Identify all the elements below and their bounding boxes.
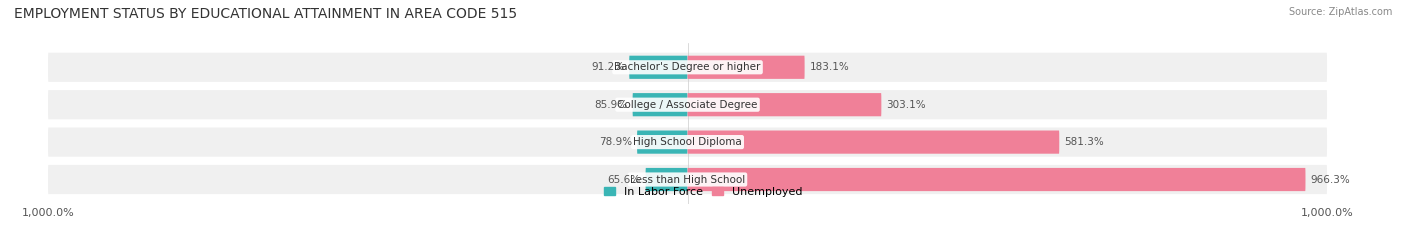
FancyBboxPatch shape (630, 56, 688, 79)
FancyBboxPatch shape (48, 53, 1327, 82)
Text: 85.9%: 85.9% (595, 100, 627, 110)
Text: 183.1%: 183.1% (810, 62, 849, 72)
Text: 303.1%: 303.1% (887, 100, 927, 110)
FancyBboxPatch shape (637, 130, 688, 154)
Text: 65.6%: 65.6% (607, 175, 641, 185)
Text: 91.2%: 91.2% (591, 62, 624, 72)
FancyBboxPatch shape (688, 130, 1059, 154)
Text: Source: ZipAtlas.com: Source: ZipAtlas.com (1288, 7, 1392, 17)
Text: High School Diploma: High School Diploma (633, 137, 742, 147)
FancyBboxPatch shape (48, 127, 1327, 157)
FancyBboxPatch shape (48, 165, 1327, 194)
FancyBboxPatch shape (688, 168, 1306, 191)
Text: 581.3%: 581.3% (1064, 137, 1104, 147)
FancyBboxPatch shape (633, 93, 688, 116)
Legend: In Labor Force, Unemployed: In Labor Force, Unemployed (600, 182, 807, 202)
Text: Less than High School: Less than High School (630, 175, 745, 185)
Text: 966.3%: 966.3% (1310, 175, 1350, 185)
Text: Bachelor's Degree or higher: Bachelor's Degree or higher (614, 62, 761, 72)
FancyBboxPatch shape (645, 168, 688, 191)
Text: EMPLOYMENT STATUS BY EDUCATIONAL ATTAINMENT IN AREA CODE 515: EMPLOYMENT STATUS BY EDUCATIONAL ATTAINM… (14, 7, 517, 21)
Text: College / Associate Degree: College / Associate Degree (617, 100, 758, 110)
Text: 78.9%: 78.9% (599, 137, 631, 147)
FancyBboxPatch shape (688, 93, 882, 116)
FancyBboxPatch shape (48, 90, 1327, 119)
FancyBboxPatch shape (688, 56, 804, 79)
